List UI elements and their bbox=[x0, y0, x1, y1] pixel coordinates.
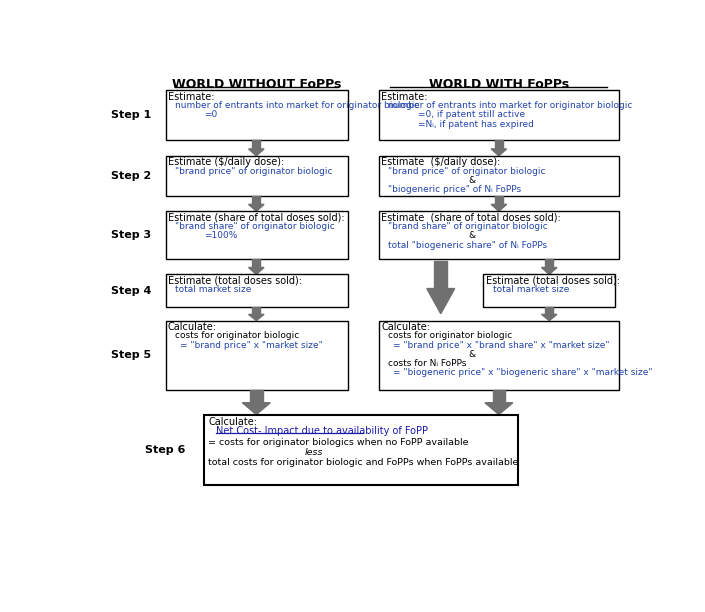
Text: number of entrants into market for originator biologic: number of entrants into market for origi… bbox=[175, 101, 419, 110]
Text: =100%: =100% bbox=[204, 231, 238, 241]
Text: Estimate:: Estimate: bbox=[381, 92, 427, 102]
Text: total "biogeneric share" of Nᵢ FoPPs: total "biogeneric share" of Nᵢ FoPPs bbox=[388, 241, 547, 250]
Text: = "brand price" x "brand share" x "market size": = "brand price" x "brand share" x "marke… bbox=[393, 341, 609, 349]
Text: =0: =0 bbox=[204, 110, 218, 119]
Text: = "brand price" x "market size": = "brand price" x "market size" bbox=[180, 341, 322, 349]
Bar bbox=[252, 259, 260, 267]
Bar bbox=[250, 390, 262, 403]
Text: =0, if patent still active: =0, if patent still active bbox=[417, 110, 525, 119]
Polygon shape bbox=[249, 315, 264, 321]
Bar bbox=[546, 259, 553, 267]
Polygon shape bbox=[485, 403, 513, 414]
Text: costs for originator biologic: costs for originator biologic bbox=[388, 331, 513, 340]
Text: WORLD WITH FoPPs: WORLD WITH FoPPs bbox=[429, 78, 569, 91]
Text: "biogeneric price" of Nᵢ FoPPs: "biogeneric price" of Nᵢ FoPPs bbox=[388, 185, 521, 194]
Text: &: & bbox=[468, 176, 475, 185]
Text: Estimate (share of total doses sold):: Estimate (share of total doses sold): bbox=[168, 213, 345, 223]
Text: total costs for originator biologic and FoPPs when FoPPs available: total costs for originator biologic and … bbox=[208, 458, 519, 468]
Bar bbox=[493, 390, 505, 403]
Polygon shape bbox=[541, 315, 557, 321]
Text: "brand share" of originator biologic: "brand share" of originator biologic bbox=[175, 222, 335, 231]
Text: Calculate:: Calculate: bbox=[168, 322, 217, 332]
Text: Step 3: Step 3 bbox=[111, 230, 151, 240]
Polygon shape bbox=[249, 149, 264, 156]
Text: "brand price" of originator biologic: "brand price" of originator biologic bbox=[175, 166, 333, 176]
Text: "brand price" of originator biologic: "brand price" of originator biologic bbox=[388, 166, 546, 176]
Bar bbox=[252, 140, 260, 149]
Bar bbox=[252, 196, 260, 204]
Text: Calculate:: Calculate: bbox=[381, 322, 430, 332]
Text: number of entrants into market for originator biologic: number of entrants into market for origi… bbox=[388, 101, 632, 110]
Bar bbox=[166, 321, 348, 390]
Text: "brand share" of originator biologic: "brand share" of originator biologic bbox=[388, 222, 548, 231]
Text: Estimate  ($/daily dose):: Estimate ($/daily dose): bbox=[381, 157, 501, 167]
Bar bbox=[546, 307, 553, 315]
Text: Estimate  (share of total doses sold):: Estimate (share of total doses sold): bbox=[381, 213, 560, 223]
Text: less: less bbox=[305, 449, 324, 457]
Text: Step 2: Step 2 bbox=[111, 171, 151, 181]
Text: Step 4: Step 4 bbox=[111, 286, 151, 296]
Text: &: & bbox=[468, 350, 475, 359]
Text: Step 5: Step 5 bbox=[111, 350, 151, 360]
Text: WORLD WITHOUT FoPPs: WORLD WITHOUT FoPPs bbox=[171, 78, 341, 91]
Text: costs for Nᵢ FoPPs: costs for Nᵢ FoPPs bbox=[388, 359, 467, 368]
Polygon shape bbox=[491, 204, 507, 211]
Text: Net Cost- Impact due to availability of FoPP: Net Cost- Impact due to availability of … bbox=[216, 426, 428, 436]
Text: = "biogeneric price" x "biogeneric share" x "market size": = "biogeneric price" x "biogeneric share… bbox=[393, 368, 652, 378]
Text: total market size: total market size bbox=[175, 285, 251, 294]
Bar bbox=[166, 91, 348, 140]
Bar bbox=[434, 261, 447, 288]
Polygon shape bbox=[249, 267, 264, 274]
Text: Step 1: Step 1 bbox=[111, 110, 151, 121]
Text: costs for originator biologic: costs for originator biologic bbox=[175, 331, 299, 340]
Text: = costs for originator biologics when no FoPP available: = costs for originator biologics when no… bbox=[208, 438, 469, 447]
Polygon shape bbox=[243, 403, 270, 414]
Bar bbox=[379, 321, 619, 390]
Bar bbox=[252, 307, 260, 315]
Bar bbox=[484, 274, 615, 307]
Text: Estimate (total doses sold):: Estimate (total doses sold): bbox=[486, 276, 620, 286]
Bar bbox=[379, 91, 619, 140]
Text: total market size: total market size bbox=[493, 285, 569, 294]
Bar bbox=[495, 196, 503, 204]
Bar bbox=[379, 211, 619, 259]
Polygon shape bbox=[249, 204, 264, 211]
Text: Estimate (total doses sold):: Estimate (total doses sold): bbox=[168, 276, 302, 286]
Bar bbox=[166, 156, 348, 196]
Bar bbox=[166, 274, 348, 307]
Polygon shape bbox=[491, 149, 507, 156]
Text: =Nᵢ, if patent has expired: =Nᵢ, if patent has expired bbox=[417, 119, 534, 129]
Text: Estimate:: Estimate: bbox=[168, 92, 214, 102]
Bar bbox=[166, 211, 348, 259]
Polygon shape bbox=[541, 267, 557, 274]
Text: &: & bbox=[468, 231, 475, 241]
Bar bbox=[495, 140, 503, 149]
Bar bbox=[379, 156, 619, 196]
Polygon shape bbox=[427, 288, 455, 314]
Bar bbox=[204, 414, 518, 485]
Text: Calculate:: Calculate: bbox=[208, 417, 257, 427]
Text: Step 6: Step 6 bbox=[145, 445, 186, 455]
Text: Estimate ($/daily dose):: Estimate ($/daily dose): bbox=[168, 157, 284, 167]
